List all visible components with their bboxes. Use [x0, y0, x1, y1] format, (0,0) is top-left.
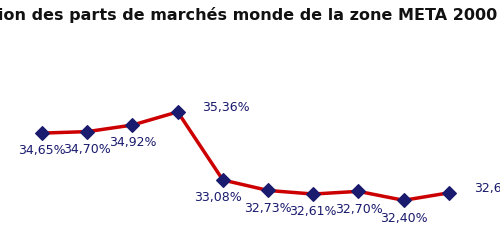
- Point: [219, 178, 227, 182]
- Text: 32,73%: 32,73%: [244, 202, 292, 215]
- Text: 33,08%: 33,08%: [194, 191, 242, 204]
- Text: 32,40%: 32,40%: [380, 212, 428, 225]
- Point: [354, 189, 362, 193]
- Point: [310, 192, 318, 196]
- Point: [128, 123, 136, 127]
- Text: 32,61%: 32,61%: [290, 205, 337, 218]
- Text: 32,70%: 32,70%: [334, 203, 382, 216]
- Text: 32,65%: 32,65%: [474, 182, 500, 195]
- Text: 35,36%: 35,36%: [202, 101, 250, 114]
- Point: [174, 110, 182, 114]
- Point: [400, 198, 407, 202]
- Point: [38, 131, 46, 135]
- Text: Evolution des parts de marchés monde de la zone META 2000 - 2009: Evolution des parts de marchés monde de …: [0, 7, 500, 23]
- Text: 34,70%: 34,70%: [64, 143, 111, 156]
- Point: [84, 130, 92, 134]
- Text: 34,92%: 34,92%: [108, 136, 156, 149]
- Point: [445, 191, 453, 195]
- Text: 34,65%: 34,65%: [18, 144, 66, 157]
- Point: [264, 188, 272, 192]
